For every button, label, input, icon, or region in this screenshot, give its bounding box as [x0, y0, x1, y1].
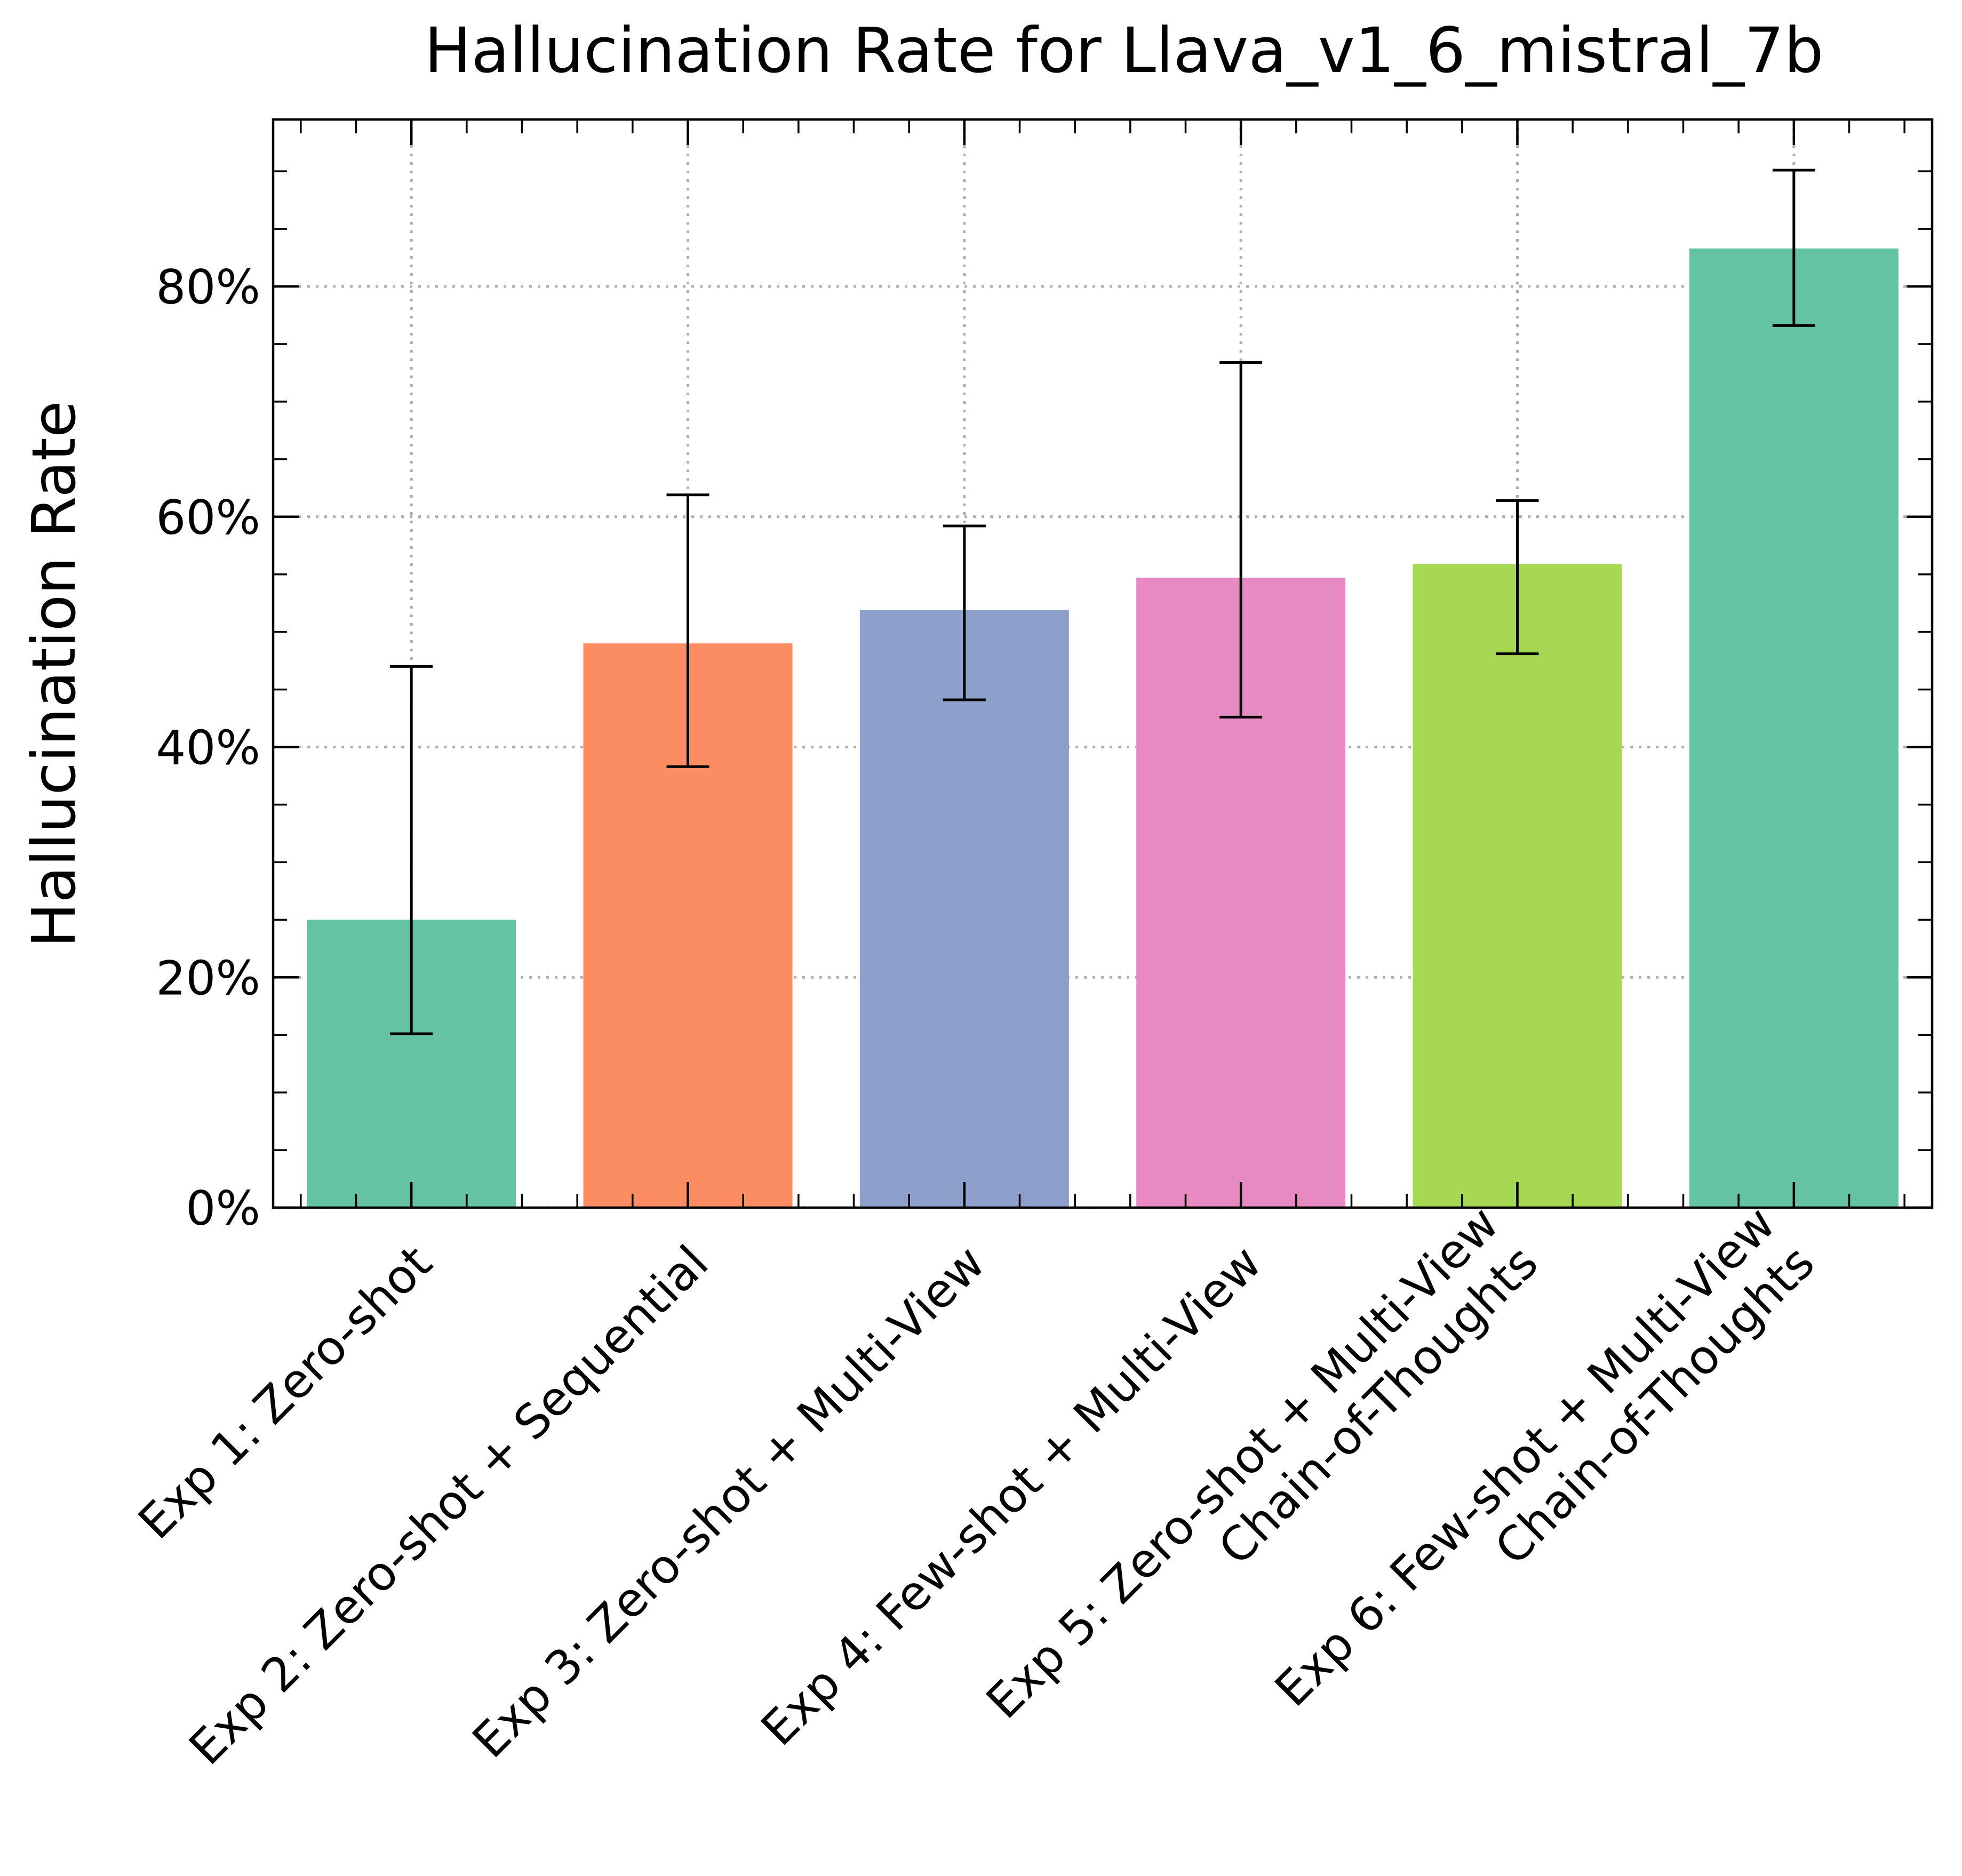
- grid-lines: [273, 119, 1932, 1209]
- y-tick-label-1: 20%: [156, 951, 260, 1005]
- error-bar-1: [390, 665, 433, 1035]
- y-tick-label-3: 60%: [156, 490, 260, 545]
- x-tick-label-3: Exp 3: Zero-shot + Multi-View: [462, 1235, 995, 1768]
- x-tick-label-1: Exp 1: Zero-shot: [128, 1235, 443, 1550]
- x-tick-label-2: Exp 2: Zero-shot + Sequential: [179, 1235, 719, 1775]
- error-bar-5: [1496, 499, 1539, 656]
- bar-5: [1413, 564, 1622, 1208]
- axis-ticks: [273, 119, 1932, 1209]
- error-bar-2: [666, 493, 709, 768]
- y-tick-labels: 0% 20% 40% 60% 80%: [156, 260, 260, 1236]
- y-tick-label-2: 40%: [156, 721, 260, 776]
- y-axis-label: Hallucination Rate: [20, 401, 89, 947]
- y-tick-label-0: 0%: [186, 1181, 260, 1236]
- y-tick-label-4: 80%: [156, 260, 260, 315]
- x-tick-label-line: Exp 1: Zero-shot: [128, 1235, 443, 1550]
- bars: [307, 248, 1899, 1208]
- chart-title: Hallucination Rate for Llava_v1_6_mistra…: [424, 14, 1823, 87]
- error-bar-3: [943, 524, 986, 701]
- x-tick-label-line: Exp 2: Zero-shot + Sequential: [179, 1235, 719, 1775]
- error-bar-6: [1772, 169, 1815, 327]
- bar-6: [1689, 248, 1899, 1208]
- x-tick-label-6: Exp 6: Few-shot + Multi-ViewChain-of-Tho…: [1264, 1196, 1825, 1757]
- axes-frame: [272, 118, 1934, 1209]
- error-bars: [390, 169, 1815, 1035]
- error-bar-4: [1219, 361, 1263, 719]
- bar-3: [859, 610, 1069, 1208]
- x-tick-label-line: Exp 3: Zero-shot + Multi-View: [462, 1235, 995, 1768]
